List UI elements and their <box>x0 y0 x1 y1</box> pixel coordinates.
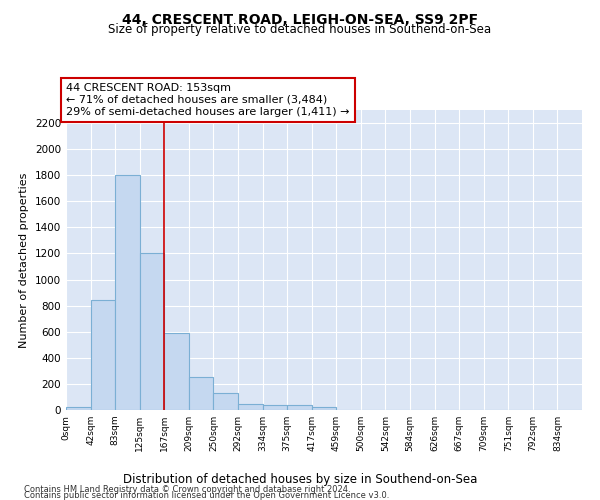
Bar <box>287 406 312 410</box>
Bar <box>115 175 140 410</box>
Bar <box>263 404 287 410</box>
Bar <box>140 254 164 410</box>
Bar <box>66 406 91 410</box>
Bar <box>164 333 189 410</box>
Text: Distribution of detached houses by size in Southend-on-Sea: Distribution of detached houses by size … <box>123 474 477 486</box>
Bar <box>189 376 214 410</box>
Text: 44, CRESCENT ROAD, LEIGH-ON-SEA, SS9 2PF: 44, CRESCENT ROAD, LEIGH-ON-SEA, SS9 2PF <box>122 12 478 26</box>
Text: Contains HM Land Registry data © Crown copyright and database right 2024.: Contains HM Land Registry data © Crown c… <box>24 484 350 494</box>
Bar <box>214 393 238 410</box>
Bar <box>91 300 115 410</box>
Y-axis label: Number of detached properties: Number of detached properties <box>19 172 29 348</box>
Bar <box>238 404 263 410</box>
Bar <box>312 408 336 410</box>
Text: Contains public sector information licensed under the Open Government Licence v3: Contains public sector information licen… <box>24 492 389 500</box>
Text: 44 CRESCENT ROAD: 153sqm
← 71% of detached houses are smaller (3,484)
29% of sem: 44 CRESCENT ROAD: 153sqm ← 71% of detach… <box>66 84 350 116</box>
Text: Size of property relative to detached houses in Southend-on-Sea: Size of property relative to detached ho… <box>109 22 491 36</box>
